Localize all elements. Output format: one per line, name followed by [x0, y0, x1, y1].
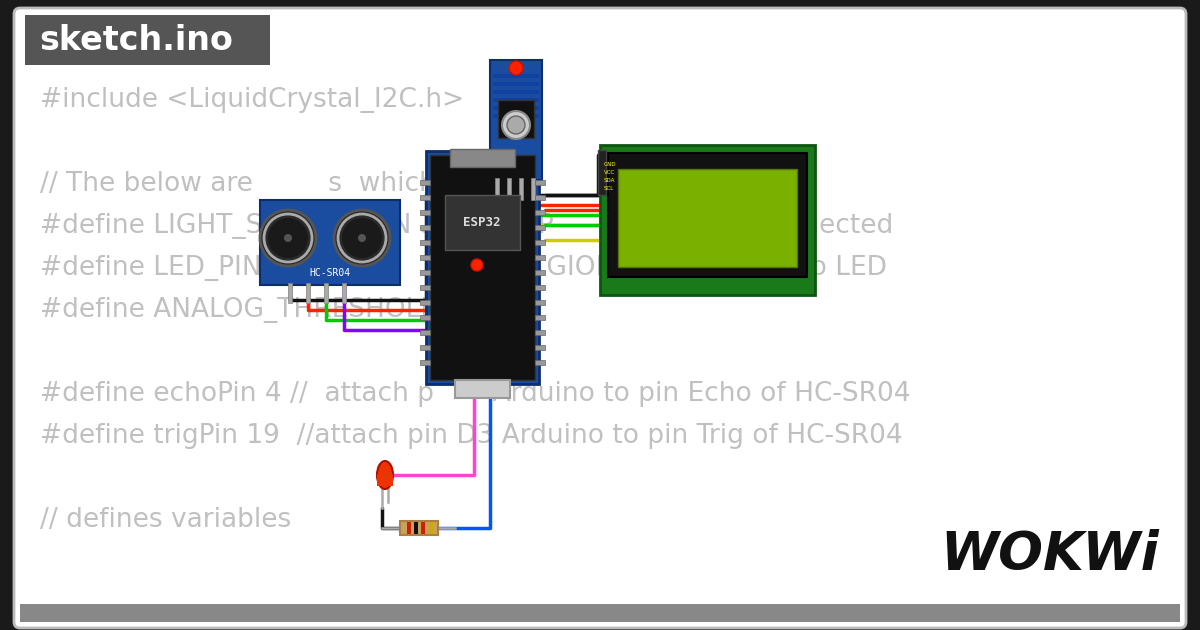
Bar — [535, 330, 545, 335]
Bar — [508, 178, 511, 200]
Bar — [400, 521, 438, 535]
Bar — [450, 149, 515, 167]
Bar — [407, 522, 410, 534]
Bar — [535, 270, 545, 275]
Bar — [420, 255, 430, 260]
Bar — [535, 210, 545, 215]
Bar — [420, 240, 430, 245]
Text: #define trigPin 19  //attach pin D3 Arduino to pin Trig of HC-SR04: #define trigPin 19 //attach pin D3 Ardui… — [40, 423, 902, 449]
Bar — [420, 210, 430, 215]
Bar — [420, 285, 430, 290]
Text: // The below are         s  which can: // The below are s which can — [40, 171, 492, 197]
Bar — [493, 98, 539, 102]
Bar — [420, 195, 430, 200]
Bar — [535, 195, 545, 200]
Bar — [420, 270, 430, 275]
Circle shape — [334, 210, 390, 266]
Bar — [608, 153, 808, 277]
Bar — [520, 178, 523, 200]
Text: #include <LiquidCrystal_I2C.h>: #include <LiquidCrystal_I2C.h> — [40, 87, 464, 113]
Bar — [20, 604, 1180, 622]
Text: #define LED_PIN 13         //            pin GIOP22 connected to LED: #define LED_PIN 13 // pin GIOP22 connect… — [40, 255, 887, 281]
Text: ESP32: ESP32 — [463, 217, 500, 229]
Bar — [493, 114, 539, 118]
Bar — [377, 474, 394, 486]
Bar — [535, 255, 545, 260]
Text: WOKWi: WOKWi — [941, 529, 1159, 581]
Circle shape — [508, 116, 526, 134]
Bar — [535, 360, 545, 365]
Circle shape — [358, 234, 366, 242]
Text: #define ANALOG_THRESHOLD: #define ANALOG_THRESHOLD — [40, 297, 440, 323]
Circle shape — [502, 111, 530, 139]
Bar — [493, 90, 539, 94]
Circle shape — [284, 234, 292, 242]
Text: HC-SR04: HC-SR04 — [310, 268, 350, 278]
FancyBboxPatch shape — [14, 8, 1186, 628]
Circle shape — [470, 259, 482, 271]
Text: #define LIGHT_SENSOR_PIN 33   // ESP             ADC0) connected: #define LIGHT_SENSOR_PIN 33 // ESP ADC0)… — [40, 213, 893, 239]
Bar — [342, 283, 346, 303]
Bar — [420, 345, 430, 350]
Bar — [535, 285, 545, 290]
Bar — [496, 178, 499, 200]
Bar — [455, 380, 510, 398]
Bar — [430, 522, 433, 534]
Bar — [426, 151, 539, 384]
Bar — [493, 106, 539, 110]
Bar — [598, 150, 606, 195]
Bar — [493, 74, 539, 78]
Bar — [420, 180, 430, 185]
Bar — [260, 200, 400, 285]
Bar — [600, 145, 815, 295]
Circle shape — [260, 210, 316, 266]
Bar — [421, 522, 425, 534]
Bar — [324, 283, 328, 303]
Bar — [490, 60, 542, 180]
Bar — [535, 300, 545, 305]
Bar — [535, 180, 545, 185]
Bar — [535, 225, 545, 230]
Bar — [618, 169, 797, 267]
Bar — [420, 300, 430, 305]
Bar — [25, 15, 270, 65]
Bar — [445, 195, 520, 250]
Circle shape — [509, 61, 523, 75]
Bar — [493, 82, 539, 86]
Bar — [535, 315, 545, 320]
Bar — [420, 315, 430, 320]
Text: SCL: SCL — [604, 186, 614, 192]
Bar — [288, 283, 292, 303]
Text: #define echoPin 4 //  attach p       Arduino to pin Echo of HC-SR04: #define echoPin 4 // attach p Arduino to… — [40, 381, 911, 407]
Bar — [430, 155, 535, 380]
Circle shape — [342, 218, 382, 258]
Circle shape — [268, 218, 308, 258]
Text: VCC: VCC — [604, 171, 616, 176]
Bar — [306, 283, 310, 303]
Bar — [535, 345, 545, 350]
Ellipse shape — [377, 461, 394, 489]
Bar — [420, 225, 430, 230]
Text: SDA: SDA — [604, 178, 616, 183]
Bar — [498, 100, 534, 138]
Bar — [414, 522, 418, 534]
Text: // defines variables: // defines variables — [40, 507, 292, 533]
Text: GND: GND — [604, 163, 617, 168]
Bar — [420, 360, 430, 365]
Bar — [530, 178, 535, 200]
Bar — [535, 240, 545, 245]
Bar — [420, 330, 430, 335]
Text: sketch.ino: sketch.ino — [38, 23, 233, 57]
